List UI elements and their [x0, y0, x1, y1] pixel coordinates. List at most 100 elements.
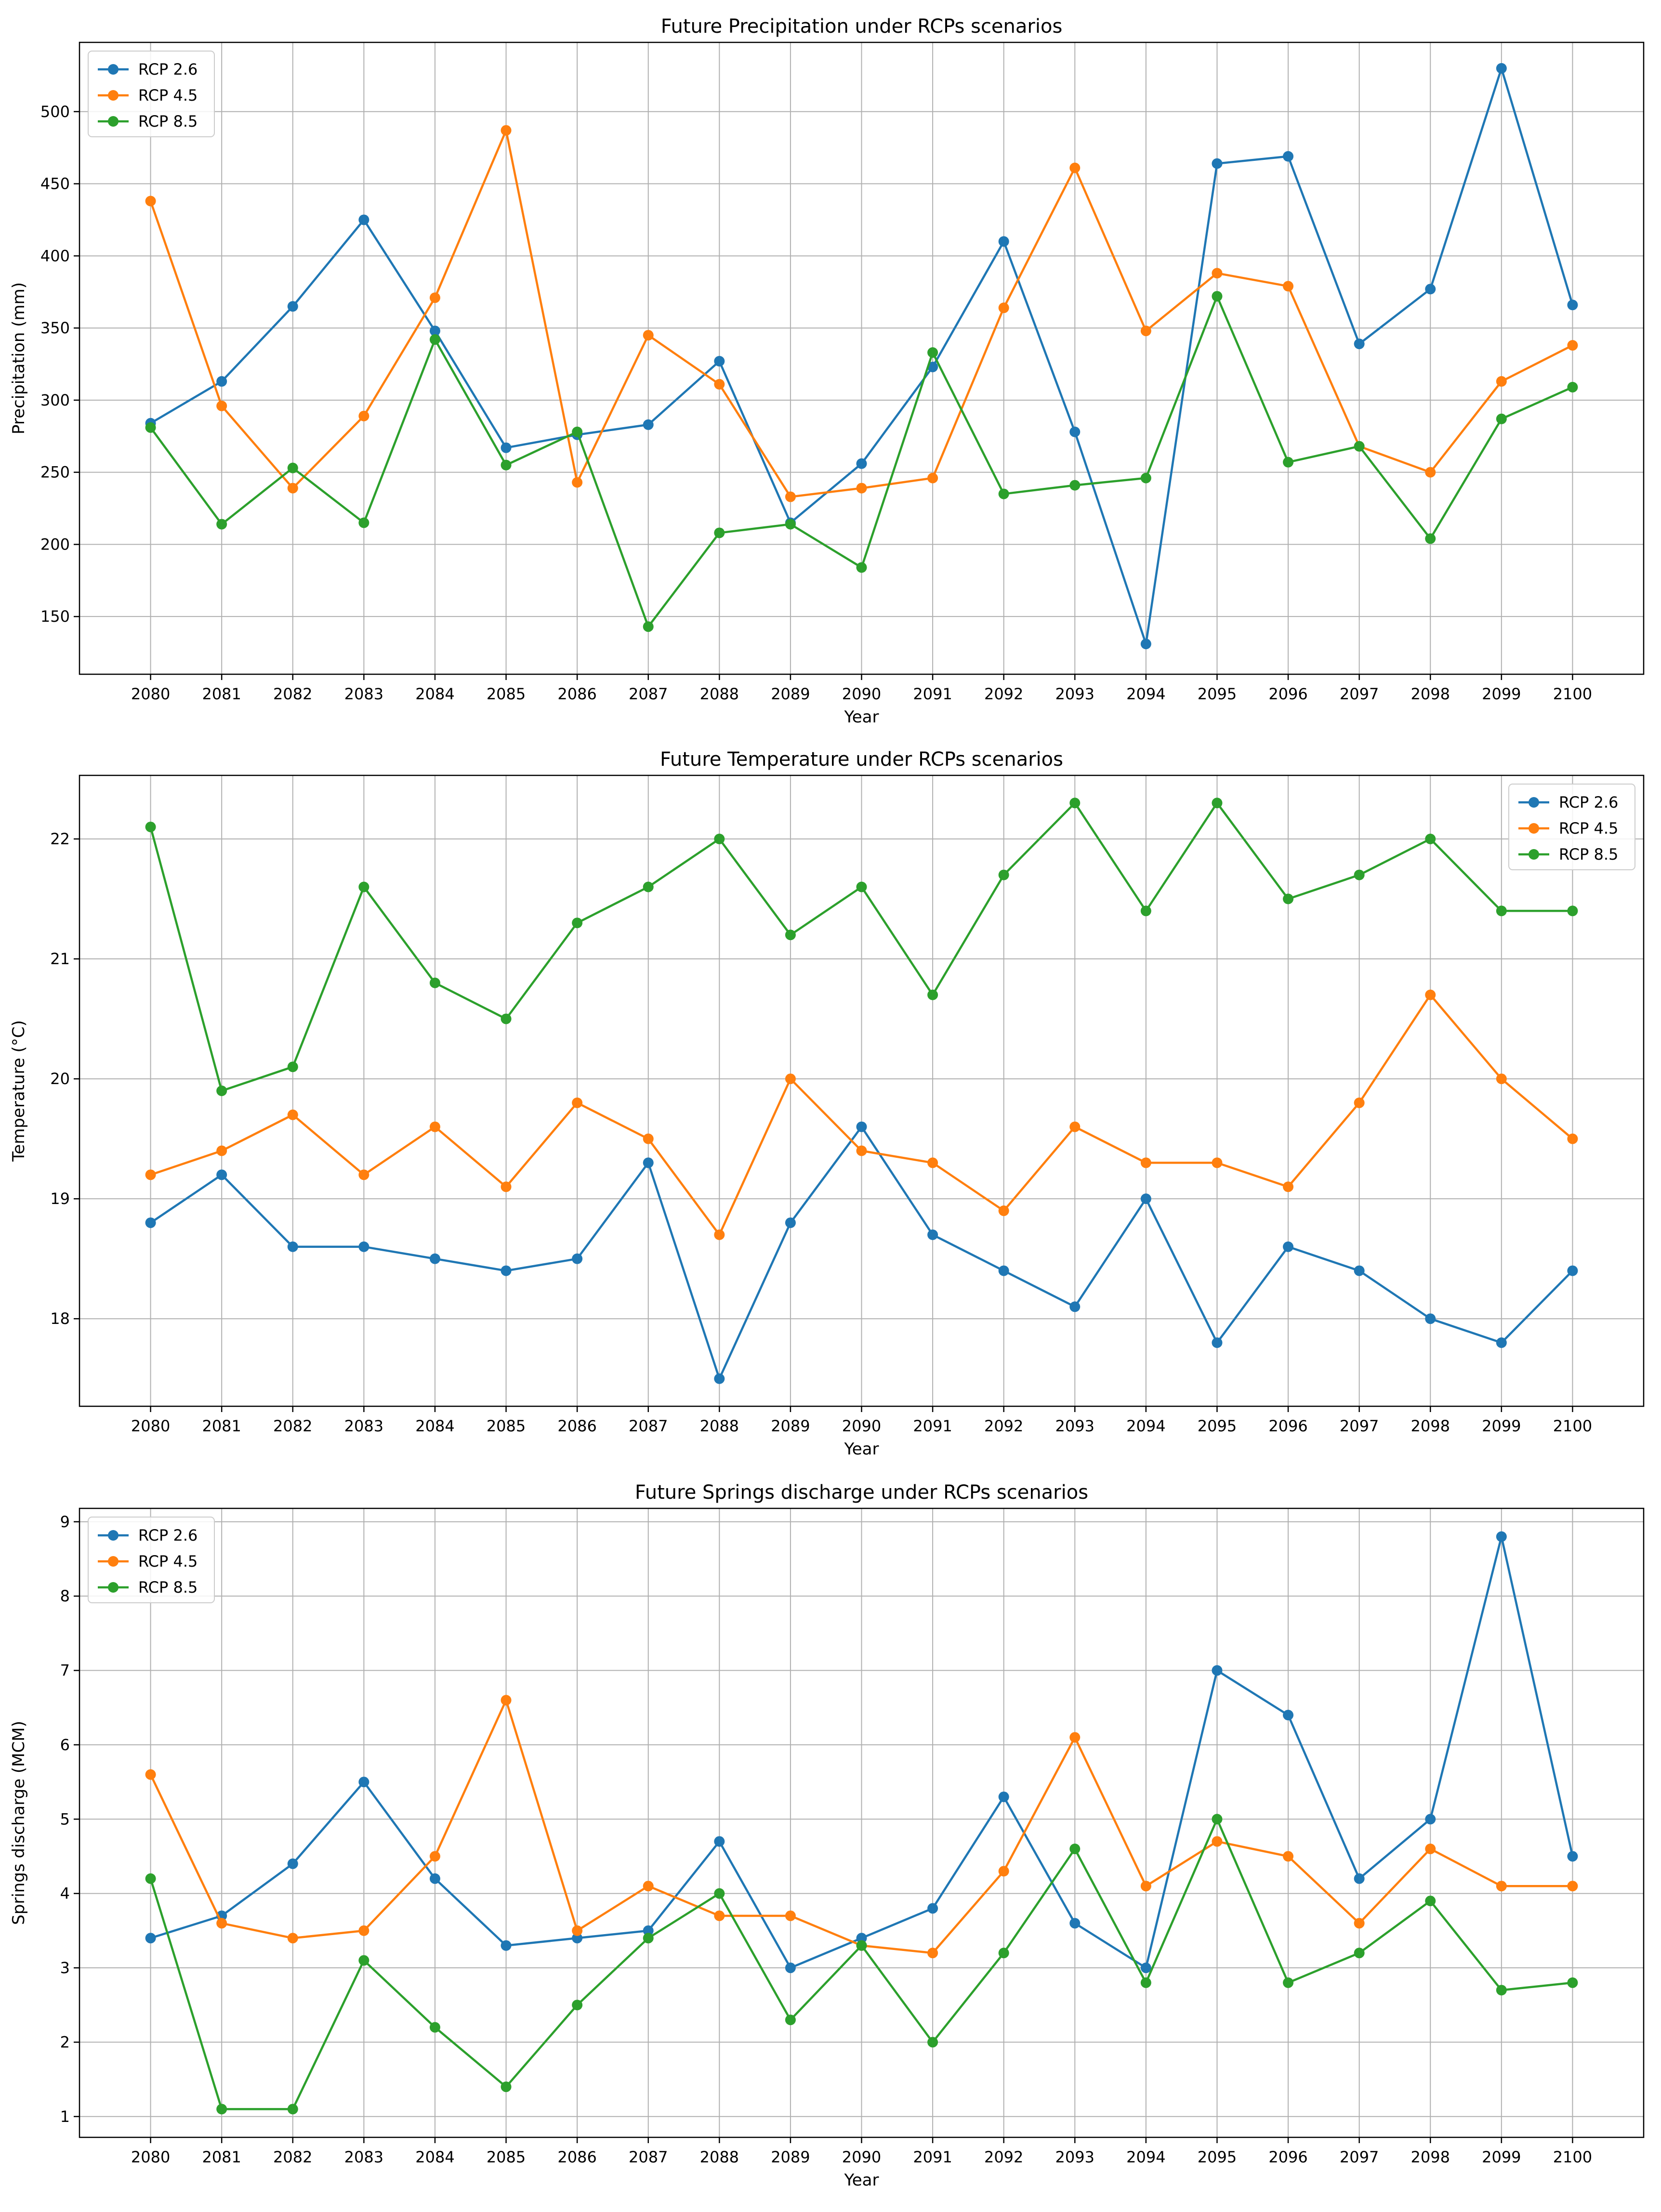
- data-point: [856, 1145, 867, 1156]
- x-tick-label: 2098: [1411, 1417, 1450, 1435]
- x-tick-label: 2090: [842, 685, 881, 703]
- data-point: [1567, 1265, 1578, 1276]
- data-point: [501, 1181, 512, 1192]
- y-tick-label: 1: [60, 2107, 70, 2126]
- data-point: [1496, 1073, 1507, 1085]
- data-point: [358, 517, 369, 528]
- legend-marker: [1529, 823, 1539, 834]
- data-point: [1567, 1881, 1578, 1892]
- x-tick-label: 2086: [557, 2148, 596, 2166]
- data-point: [1354, 1948, 1365, 1959]
- data-point: [1567, 905, 1578, 916]
- y-tick-label: 7: [60, 1662, 70, 1680]
- legend-box: [88, 1517, 215, 1603]
- data-point: [1496, 1881, 1507, 1892]
- legend-item: RCP 4.5: [1518, 819, 1618, 838]
- data-point: [785, 1073, 796, 1085]
- legend-label: RCP 2.6: [138, 1526, 198, 1544]
- y-axis-label: Springs discharge (MCM): [9, 1721, 28, 1925]
- x-tick-label: 2091: [913, 1417, 952, 1435]
- data-point: [785, 519, 796, 530]
- legend-marker: [108, 116, 119, 127]
- legend-marker: [1529, 797, 1539, 808]
- data-point: [1425, 833, 1436, 844]
- data-point: [358, 1241, 369, 1252]
- data-point: [501, 442, 512, 453]
- data-point: [1354, 1873, 1365, 1884]
- x-tick-label: 2096: [1268, 685, 1307, 703]
- data-point: [216, 1086, 227, 1096]
- data-point: [358, 1955, 369, 1966]
- data-point: [216, 400, 227, 411]
- data-point: [145, 1873, 156, 1884]
- series-rcp-2-6: [145, 63, 1578, 650]
- legend-marker: [108, 1530, 119, 1541]
- x-tick-label: 2089: [771, 2148, 810, 2166]
- x-tick-label: 2081: [202, 2148, 241, 2166]
- x-tick-label: 2097: [1340, 2148, 1379, 2166]
- x-tick-label: 2092: [984, 1417, 1023, 1435]
- data-point: [429, 1253, 440, 1264]
- data-point: [1140, 326, 1151, 337]
- y-axis-label: Temperature (°C): [9, 1020, 28, 1162]
- data-point: [429, 334, 440, 345]
- legend-label: RCP 2.6: [138, 60, 198, 79]
- data-point: [998, 302, 1009, 314]
- data-point: [1496, 63, 1507, 74]
- data-point: [429, 1873, 440, 1884]
- data-point: [572, 1925, 583, 1936]
- data-point: [643, 419, 654, 430]
- x-tick-label: 2088: [700, 1417, 739, 1435]
- data-point: [429, 292, 440, 303]
- x-tick-label: 2092: [984, 685, 1023, 703]
- data-point: [429, 977, 440, 988]
- data-point: [572, 426, 583, 437]
- data-point: [998, 1791, 1009, 1802]
- data-point: [1212, 1665, 1223, 1676]
- data-point: [785, 2015, 796, 2026]
- y-tick-label: 8: [60, 1587, 70, 1605]
- legend: RCP 2.6 RCP 4.5 RCP 8.5: [88, 1517, 215, 1603]
- x-tick-label: 2096: [1268, 2148, 1307, 2166]
- data-point: [927, 989, 938, 1000]
- data-point: [216, 1918, 227, 1929]
- x-tick-label: 2085: [487, 685, 526, 703]
- y-tick-label: 4: [60, 1885, 70, 1903]
- data-point: [927, 1229, 938, 1240]
- data-point: [643, 881, 654, 892]
- legend-box: [1508, 784, 1635, 870]
- data-point: [714, 527, 725, 538]
- data-point: [1496, 905, 1507, 916]
- data-point: [145, 422, 156, 433]
- y-tick-label: 400: [40, 247, 70, 265]
- data-point: [714, 1373, 725, 1384]
- legend-item: RCP 2.6: [98, 60, 198, 79]
- chart-title: Future Springs discharge under RCPs scen…: [635, 1481, 1088, 1504]
- x-axis: 2080 2081 2082 2083 2084 2085 2086 2087 2088 2089…: [131, 1406, 1592, 1435]
- data-point: [216, 519, 227, 530]
- x-tick-label: 2093: [1055, 685, 1094, 703]
- data-point: [1425, 1814, 1436, 1825]
- data-point: [1069, 162, 1081, 173]
- data-point: [287, 1241, 298, 1252]
- x-tick-label: 2092: [984, 2148, 1023, 2166]
- x-tick-label: 2099: [1482, 685, 1521, 703]
- series-rcp-8-5: [145, 1814, 1578, 2115]
- data-point: [856, 562, 867, 573]
- data-point: [501, 1695, 512, 1706]
- y-tick-label: 20: [50, 1070, 70, 1088]
- x-axis-label: Year: [844, 1440, 879, 1459]
- data-point: [501, 1265, 512, 1276]
- data-point: [1069, 1844, 1081, 1855]
- chart-panel-1: 2080 2081 2082 2083 2084 2085 2086 2087 2088 2089…: [9, 748, 1645, 1459]
- x-tick-label: 2099: [1482, 1417, 1521, 1435]
- data-point: [1140, 905, 1151, 916]
- legend-label: RCP 8.5: [138, 112, 198, 131]
- data-point: [1283, 281, 1294, 292]
- legend-item: RCP 8.5: [98, 1578, 198, 1597]
- data-point: [714, 1836, 725, 1847]
- data-point: [287, 483, 298, 494]
- data-point: [216, 376, 227, 387]
- legend-marker: [108, 1556, 119, 1567]
- x-tick-label: 2080: [131, 685, 170, 703]
